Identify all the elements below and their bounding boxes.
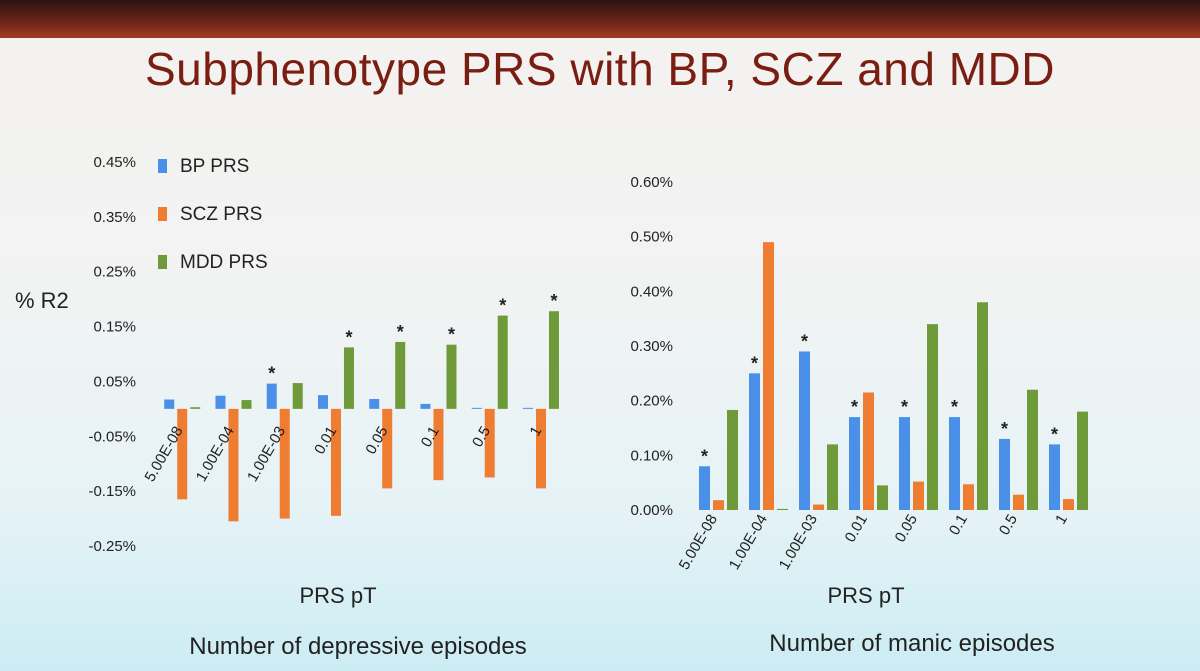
right-bar-bp [949, 417, 960, 510]
right-x-axis-title: PRS pT [827, 583, 904, 608]
left-y-tick-label: -0.15% [88, 483, 136, 500]
left-chart-caption: Number of depressive episodes [189, 633, 527, 660]
right-x-tick-label: 5.00E-08 [676, 512, 721, 573]
right-significance-marker: * [901, 397, 908, 417]
right-bar-bp [999, 438, 1010, 510]
left-bar-bp [471, 407, 482, 409]
right-bar-scz [713, 500, 724, 510]
left-bar-bp [215, 395, 226, 409]
left-legend-swatch-mdd [158, 255, 167, 269]
left-significance-marker: * [550, 291, 557, 311]
right-x-tick-label: 0.5 [996, 512, 1021, 539]
right-significance-marker: * [1001, 419, 1008, 439]
left-bar-scz [177, 408, 188, 500]
left-x-axis-title: PRS pT [299, 583, 376, 608]
left-bar-mdd [446, 344, 457, 409]
right-bar-mdd [727, 409, 738, 510]
left-y-tick-label: 0.15% [93, 319, 136, 336]
left-significance-marker: * [397, 322, 404, 342]
left-legend-label-bp: BP PRS [180, 156, 249, 177]
left-bar-scz [279, 408, 290, 519]
left-bar-bp [420, 403, 431, 409]
left-bar-scz [535, 408, 546, 489]
left-y-tick-label: 0.05% [93, 373, 136, 390]
right-y-tick-label: 0.60% [630, 174, 673, 191]
right-y-tick-label: 0.40% [630, 283, 673, 300]
left-y-tick-label: 0.45% [93, 154, 136, 171]
right-y-tick-label: 0.10% [630, 447, 673, 464]
right-bar-bp [1049, 444, 1060, 510]
right-bar-mdd [1027, 389, 1038, 510]
right-x-tick-label: 1 [1052, 512, 1071, 528]
right-y-tick-label: 0.30% [630, 338, 673, 355]
left-y-tick-label: 0.25% [93, 264, 136, 281]
left-bar-mdd [241, 400, 252, 409]
right-bar-mdd [927, 324, 938, 510]
left-bar-bp [369, 398, 380, 409]
right-bar-mdd [1077, 411, 1088, 510]
right-significance-marker: * [751, 353, 758, 373]
left-y-tick-label: -0.25% [88, 538, 136, 555]
right-x-tick-label: 0.01 [842, 512, 871, 546]
right-bar-scz [813, 504, 824, 510]
left-legend-swatch-scz [158, 207, 167, 221]
right-bar-mdd [877, 485, 888, 510]
left-bar-bp [317, 395, 328, 409]
right-bar-mdd [777, 508, 788, 510]
right-bar-scz [1013, 494, 1024, 510]
left-bar-scz [484, 408, 495, 478]
left-bar-mdd [548, 311, 559, 409]
right-bar-bp [699, 466, 710, 510]
right-significance-marker: * [701, 446, 708, 466]
left-y-tick-label: -0.05% [88, 428, 136, 445]
left-bar-mdd [395, 341, 406, 409]
right-x-tick-label: 0.1 [946, 512, 971, 539]
right-bar-scz [1063, 499, 1074, 510]
left-significance-marker: * [499, 296, 506, 316]
left-y-axis-title: % R2 [15, 288, 69, 313]
left-bar-scz [330, 408, 341, 516]
left-significance-marker: * [448, 325, 455, 345]
right-x-tick-label: 1.00E-04 [726, 512, 771, 573]
left-bar-mdd [190, 407, 201, 409]
right-significance-marker: * [851, 397, 858, 417]
right-bar-bp [799, 351, 810, 510]
left-bar-bp [164, 399, 175, 409]
right-bar-bp [849, 417, 860, 510]
right-bar-mdd [977, 302, 988, 510]
right-x-tick-label: 0.05 [892, 512, 921, 546]
right-bar-scz [913, 481, 924, 510]
left-bar-mdd [343, 347, 354, 409]
left-bar-scz [433, 408, 444, 481]
right-bar-bp [899, 417, 910, 510]
left-significance-marker: * [268, 364, 275, 384]
right-bar-mdd [827, 444, 838, 510]
left-legend-swatch-bp [158, 159, 167, 173]
right-y-tick-label: 0.20% [630, 393, 673, 410]
right-bar-scz [763, 242, 774, 510]
left-bar-bp [266, 383, 277, 409]
right-significance-marker: * [1051, 424, 1058, 444]
slide-top-band [0, 0, 1200, 38]
right-significance-marker: * [801, 331, 808, 351]
right-bar-scz [963, 484, 974, 510]
right-y-tick-label: 0.50% [630, 229, 673, 246]
left-legend-label-scz: SCZ PRS [180, 204, 262, 225]
right-y-tick-label: 0.00% [630, 502, 673, 519]
left-bar-bp [522, 407, 533, 409]
left-bar-scz [228, 408, 239, 522]
right-chart-caption: Number of manic episodes [769, 630, 1054, 657]
left-significance-marker: * [345, 327, 352, 347]
right-bar-scz [863, 392, 874, 510]
slide-title: Subphenotype PRS with BP, SCZ and MDD [145, 43, 1055, 95]
left-y-tick-label: 0.35% [93, 209, 136, 226]
right-bar-bp [749, 373, 760, 510]
left-legend-label-mdd: MDD PRS [180, 252, 268, 273]
left-bar-mdd [292, 383, 303, 409]
left-bar-scz [382, 408, 393, 489]
left-bar-mdd [497, 315, 508, 409]
right-x-tick-label: 1.00E-03 [776, 512, 821, 573]
right-significance-marker: * [951, 397, 958, 417]
